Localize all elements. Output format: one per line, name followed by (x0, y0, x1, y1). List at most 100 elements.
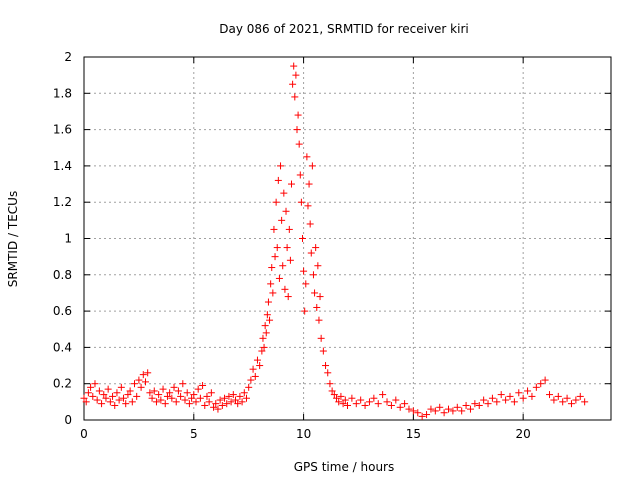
data-point (205, 398, 213, 406)
data-point (313, 303, 321, 311)
data-point (546, 391, 554, 399)
data-point (207, 389, 215, 397)
data-point (314, 262, 322, 270)
data-point (253, 356, 261, 364)
data-point (269, 289, 277, 297)
x-axis-label: GPS time / hours (294, 460, 395, 474)
data-point (374, 400, 382, 408)
data-point (109, 392, 117, 400)
data-points (80, 62, 589, 420)
data-point (196, 394, 204, 402)
data-point (304, 202, 312, 210)
data-point (242, 394, 250, 402)
data-point (319, 347, 327, 355)
x-tick-label: 0 (80, 427, 88, 441)
data-point (214, 405, 222, 413)
data-point (146, 389, 154, 397)
data-point (113, 389, 121, 397)
data-point (293, 126, 301, 134)
data-point (249, 365, 257, 373)
data-point (277, 162, 285, 170)
data-point (102, 394, 110, 402)
axis-ticks: 0 5 10 15 20 0 0.2 0.4 0.6 0.8 1 1.2 1.4 1.6 1.8 2 (53, 50, 611, 441)
data-point (449, 407, 457, 415)
data-point (148, 394, 156, 402)
data-point (296, 171, 304, 179)
data-point (283, 244, 291, 252)
data-point (87, 383, 95, 391)
x-tick-label: 15 (406, 427, 421, 441)
data-point (440, 409, 448, 417)
data-point (292, 71, 300, 79)
data-point (475, 401, 483, 409)
data-point (466, 405, 474, 413)
data-point (576, 392, 584, 400)
x-tick-label: 5 (190, 427, 198, 441)
data-point (221, 394, 229, 402)
data-point (581, 398, 589, 406)
data-point (290, 62, 298, 70)
data-point (572, 396, 580, 404)
data-point (229, 391, 237, 399)
data-point (312, 244, 320, 252)
y-tick-label: 0.2 (53, 377, 72, 391)
data-point (330, 391, 338, 399)
data-point (401, 400, 409, 408)
data-point (268, 264, 276, 272)
data-point (100, 391, 108, 399)
data-point (383, 398, 391, 406)
data-point (335, 398, 343, 406)
data-point (302, 280, 310, 288)
data-point (227, 398, 235, 406)
data-point (298, 235, 306, 242)
data-point (267, 280, 275, 288)
data-point (82, 398, 90, 406)
data-point (326, 380, 334, 388)
y-tick-label: 0 (64, 413, 72, 427)
data-point (493, 398, 501, 406)
data-point (502, 396, 510, 404)
data-point (104, 385, 112, 393)
data-point (166, 389, 174, 397)
data-point (365, 398, 373, 406)
data-point (348, 394, 356, 402)
data-point (98, 400, 106, 408)
data-point (510, 398, 518, 406)
data-point (379, 391, 387, 399)
data-point (234, 400, 242, 408)
data-point (537, 380, 545, 388)
data-point (91, 380, 99, 388)
data-point (567, 400, 575, 408)
data-point (190, 391, 198, 399)
data-point (95, 387, 103, 395)
data-point (260, 343, 268, 351)
data-point (361, 401, 369, 409)
data-point (188, 394, 196, 402)
data-point (357, 396, 365, 404)
data-point (168, 394, 176, 402)
data-point (216, 396, 224, 404)
data-point (192, 398, 200, 406)
data-point (316, 293, 324, 301)
data-point (414, 409, 422, 417)
data-point (300, 267, 308, 275)
data-point (427, 405, 435, 413)
data-point (258, 347, 266, 355)
data-point (554, 392, 562, 400)
data-point (117, 383, 125, 391)
y-tick-label: 1.8 (53, 86, 72, 100)
data-point (333, 394, 341, 402)
data-point (261, 322, 269, 330)
data-point (170, 383, 178, 391)
data-point (309, 271, 317, 279)
data-point (370, 394, 378, 402)
data-point (519, 394, 527, 402)
data-point (271, 253, 279, 261)
data-point (174, 387, 182, 395)
data-point (328, 387, 336, 395)
data-point (392, 396, 400, 404)
data-point (161, 400, 169, 408)
data-point (194, 385, 202, 393)
